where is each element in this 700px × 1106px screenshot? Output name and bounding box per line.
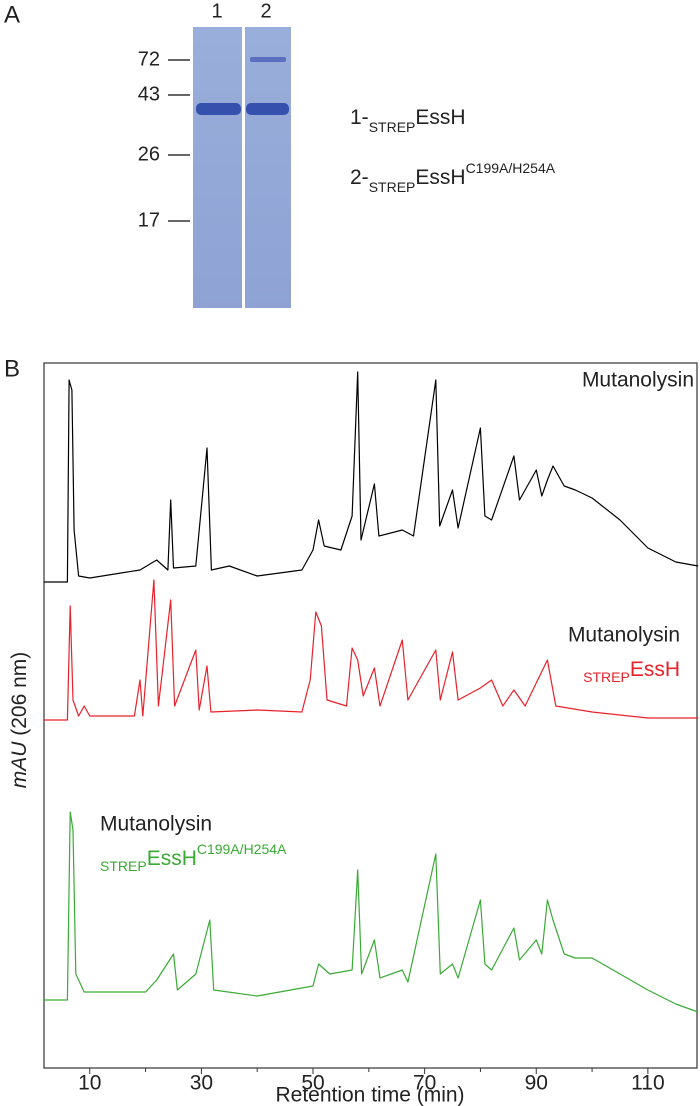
x-tick-label: 70 bbox=[413, 1072, 436, 1095]
legend-entry: 1-STREPEssH bbox=[350, 106, 466, 135]
marker-label: 17 bbox=[138, 209, 160, 231]
chromatogram-trace bbox=[44, 811, 699, 1013]
protein-band bbox=[246, 103, 289, 115]
label-text: EssH bbox=[415, 106, 465, 129]
label-text: EssH bbox=[147, 847, 197, 870]
label-text: EssH bbox=[630, 658, 680, 681]
marker-label: 26 bbox=[138, 143, 160, 165]
subscript: STREP bbox=[369, 119, 416, 135]
lane-label: 1 bbox=[211, 0, 222, 22]
protein-band bbox=[250, 57, 286, 62]
x-tick-label: 10 bbox=[78, 1072, 101, 1095]
y-axis-unit-name: mAU bbox=[8, 741, 31, 789]
trace-label: Mutanolysin bbox=[100, 813, 212, 836]
superscript: C199A/H254A bbox=[197, 841, 287, 857]
plot-frame bbox=[43, 362, 698, 1069]
y-axis-title: mAU (206 nm) bbox=[8, 652, 31, 789]
protein-band bbox=[196, 103, 241, 115]
marker-label: 43 bbox=[138, 83, 160, 105]
x-tick-label: 110 bbox=[631, 1072, 664, 1095]
y-axis-unit: (206 nm) bbox=[8, 652, 31, 736]
legend-entry: STREPEssHC199A/H254A bbox=[100, 841, 287, 874]
label-text: 2- bbox=[350, 166, 369, 189]
lane-separator bbox=[242, 27, 245, 308]
subscript: STREP bbox=[583, 669, 630, 685]
legend-entry: 2-STREPEssHC199A/H254A bbox=[350, 160, 556, 195]
label-text: 1- bbox=[350, 106, 369, 129]
label-text: EssH bbox=[415, 166, 465, 189]
legend-entry: STREPEssH bbox=[583, 658, 680, 685]
superscript: C199A/H254A bbox=[466, 160, 556, 176]
subscript: STREP bbox=[369, 179, 416, 195]
gel bbox=[193, 27, 291, 308]
marker-label: 72 bbox=[138, 48, 160, 70]
lane-label: 2 bbox=[260, 0, 271, 22]
x-tick-label: 90 bbox=[525, 1072, 548, 1095]
x-tick-label: 30 bbox=[190, 1072, 213, 1095]
chromatogram-trace bbox=[44, 579, 699, 721]
panel-label: A bbox=[4, 1, 20, 28]
x-tick-label: 50 bbox=[301, 1072, 324, 1095]
chromatogram-trace bbox=[44, 371, 699, 583]
trace-label: Mutanolysin bbox=[568, 624, 680, 647]
x-axis-title: Retention time (min) bbox=[275, 1084, 464, 1106]
trace-label: Mutanolysin bbox=[582, 369, 694, 392]
panel-label: B bbox=[4, 355, 20, 382]
subscript: STREP bbox=[100, 858, 147, 874]
